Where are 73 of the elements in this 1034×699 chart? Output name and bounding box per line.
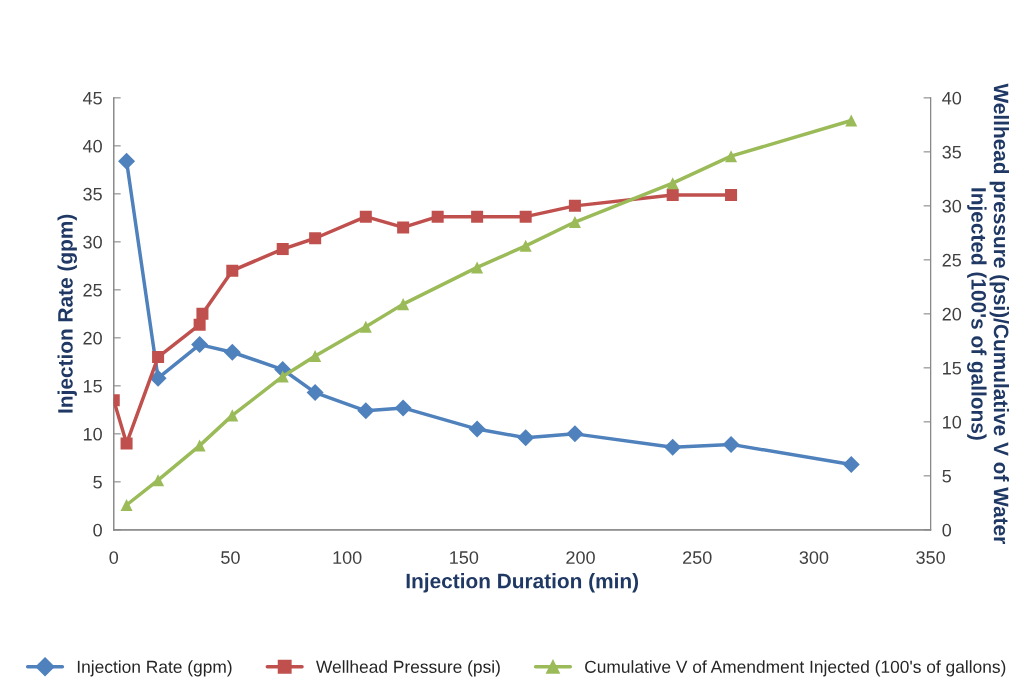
point — [120, 498, 133, 512]
point — [276, 243, 289, 256]
point — [471, 210, 484, 223]
point — [519, 210, 532, 223]
y2-tick-label: 40 — [942, 91, 962, 105]
y-tick-label: 10 — [83, 427, 102, 441]
point — [394, 399, 412, 417]
y2-tick-label: 30 — [942, 199, 962, 213]
point — [397, 221, 410, 234]
point — [226, 264, 239, 277]
point — [152, 474, 165, 487]
y-tick-label: 5 — [93, 475, 102, 489]
point — [397, 298, 410, 311]
point — [725, 189, 738, 202]
point — [517, 429, 535, 447]
y-tick-label: 25 — [83, 283, 102, 297]
point — [309, 349, 322, 362]
point — [149, 369, 167, 387]
y2-tick-label: 5 — [942, 469, 951, 483]
point — [725, 150, 738, 163]
point — [568, 216, 581, 229]
point — [666, 177, 679, 190]
y2-tick-label: 35 — [942, 145, 962, 159]
y-tick-label: 20 — [83, 331, 102, 345]
point — [359, 320, 372, 333]
y2-axis-title: Wellhead pressure (psi)/Cumulative V of Water Injected (100's of gallons) — [967, 83, 1010, 544]
legend-label: Cumulative V of Amendment Injected (100's of gallons) — [585, 660, 1006, 677]
y-tick-label: 15 — [83, 379, 102, 393]
x-tick-label: 50 — [221, 551, 240, 564]
point — [666, 189, 679, 202]
y2-tick-label: 10 — [943, 415, 962, 429]
point — [118, 152, 136, 170]
point — [568, 199, 581, 212]
point — [357, 402, 375, 420]
point — [152, 351, 165, 364]
legend-label: Injection Rate (gpm) — [77, 660, 232, 677]
point — [306, 384, 324, 402]
point — [276, 370, 289, 383]
x-tick-label: 200 — [566, 551, 595, 564]
point — [468, 420, 486, 438]
point — [722, 435, 740, 453]
point — [120, 437, 133, 450]
y2-tick-label: 20 — [942, 307, 962, 321]
point — [842, 456, 860, 474]
y2-tick-label: 15 — [943, 361, 962, 375]
point — [431, 210, 444, 223]
y-tick-label: 30 — [83, 235, 102, 249]
x-axis-title: Injection Duration (min) — [406, 573, 639, 593]
y2-tick-label: 0 — [942, 523, 952, 537]
x-tick-label: 300 — [799, 551, 829, 564]
y-tick-label: 35 — [83, 187, 102, 201]
point — [309, 232, 322, 245]
y2-tick-label: 25 — [942, 253, 962, 267]
point — [223, 343, 241, 361]
point — [664, 438, 682, 456]
legend-label: Wellhead Pressure (psi) — [316, 660, 500, 677]
y-tick-label: 45 — [82, 91, 102, 105]
y-tick-label: 0 — [93, 523, 102, 537]
point — [359, 210, 372, 223]
point — [191, 336, 209, 354]
y-tick-label: 40 — [82, 139, 102, 153]
y-axis-title: Injection Rate (gpm) — [57, 214, 77, 413]
x-tick-label: 0 — [109, 551, 119, 564]
point — [471, 261, 484, 274]
x-tick-label: 350 — [916, 551, 945, 564]
x-tick-label: 150 — [450, 551, 479, 564]
point — [566, 425, 584, 443]
x-tick-label: 100 — [333, 551, 362, 564]
x-tick-label: 250 — [683, 551, 712, 564]
point — [196, 307, 209, 320]
point — [193, 318, 206, 331]
point — [845, 114, 858, 127]
point — [519, 239, 532, 252]
